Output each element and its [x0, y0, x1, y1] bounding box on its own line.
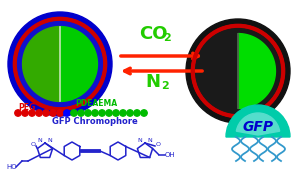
Circle shape	[85, 110, 91, 116]
Circle shape	[22, 110, 28, 116]
Circle shape	[127, 110, 133, 116]
Circle shape	[16, 20, 104, 108]
Text: OH: OH	[164, 152, 175, 157]
Polygon shape	[22, 27, 60, 101]
Circle shape	[120, 110, 126, 116]
Text: 2: 2	[161, 81, 169, 91]
Circle shape	[8, 12, 112, 116]
Circle shape	[134, 110, 140, 116]
Text: O: O	[30, 142, 36, 147]
Text: N: N	[146, 73, 161, 91]
Circle shape	[71, 110, 77, 116]
Text: GFP Chromophore: GFP Chromophore	[52, 118, 138, 126]
Text: N: N	[138, 138, 142, 143]
Circle shape	[194, 27, 282, 115]
Text: N: N	[48, 138, 52, 143]
Circle shape	[92, 110, 98, 116]
Text: 2: 2	[163, 33, 171, 43]
Circle shape	[186, 19, 290, 123]
Circle shape	[141, 110, 147, 116]
Circle shape	[64, 110, 70, 116]
Polygon shape	[238, 34, 275, 108]
Circle shape	[15, 110, 21, 116]
Text: PDEAEMA: PDEAEMA	[75, 99, 117, 108]
Text: CO: CO	[139, 25, 167, 43]
Text: N: N	[38, 138, 42, 143]
Circle shape	[113, 110, 119, 116]
Circle shape	[78, 110, 84, 116]
Circle shape	[43, 110, 49, 116]
Text: N: N	[148, 138, 152, 143]
Circle shape	[29, 110, 35, 116]
Polygon shape	[60, 27, 97, 101]
Wedge shape	[226, 105, 290, 137]
Wedge shape	[236, 113, 280, 135]
Text: O: O	[155, 142, 161, 147]
Circle shape	[106, 110, 112, 116]
Text: PEG: PEG	[18, 102, 35, 112]
Circle shape	[50, 110, 56, 116]
Circle shape	[99, 110, 105, 116]
Text: HO: HO	[7, 164, 17, 170]
Circle shape	[57, 110, 63, 116]
Text: GFP: GFP	[242, 120, 274, 134]
Circle shape	[36, 110, 42, 116]
